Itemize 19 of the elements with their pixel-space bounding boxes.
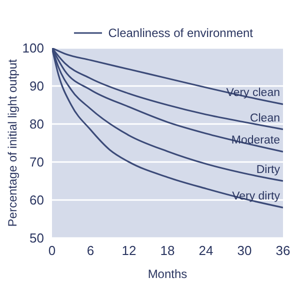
y-tick-label: 80 [30,116,44,132]
x-tick-label: 24 [198,243,214,258]
x-tick-label: 30 [237,243,252,258]
series-label: Moderate [231,134,280,147]
x-tick-label: 18 [160,243,175,258]
y-tick-label: 60 [30,192,44,208]
y-axis-title: Percentage of initial light output [5,58,20,227]
legend-title: Cleanliness of environment [108,26,253,40]
y-tick-label: 70 [30,154,44,170]
x-tick-label: 6 [86,243,94,258]
x-tick-label: 12 [122,243,136,258]
y-tick-label: 50 [30,230,44,246]
series-label: Clean [250,112,280,124]
series-label: Dirty [256,164,280,176]
x-tick-label: 0 [48,243,56,258]
y-tick-label: 90 [30,78,44,94]
x-axis-title: Months [148,267,188,281]
x-tick-label: 36 [276,243,290,258]
y-tick-label: 100 [22,40,44,56]
